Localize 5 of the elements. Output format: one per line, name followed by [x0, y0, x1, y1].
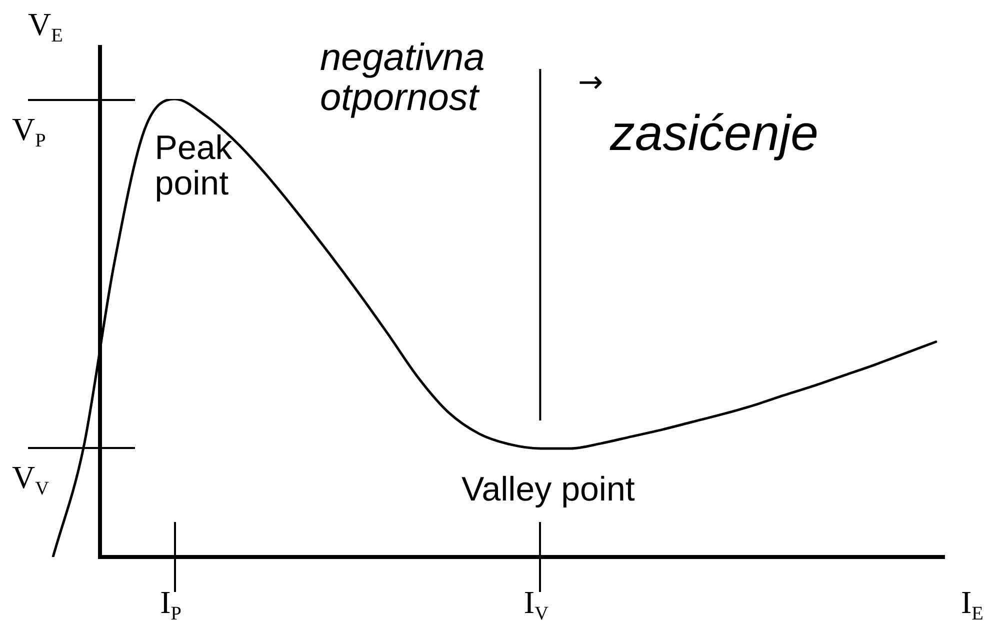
annotation: →	[578, 65, 604, 100]
annotation: Peak point	[154, 129, 234, 203]
annotation: Valley point	[462, 470, 636, 508]
annotation: negativna otpornost	[320, 37, 485, 119]
annotation: zasićenje	[609, 105, 818, 161]
